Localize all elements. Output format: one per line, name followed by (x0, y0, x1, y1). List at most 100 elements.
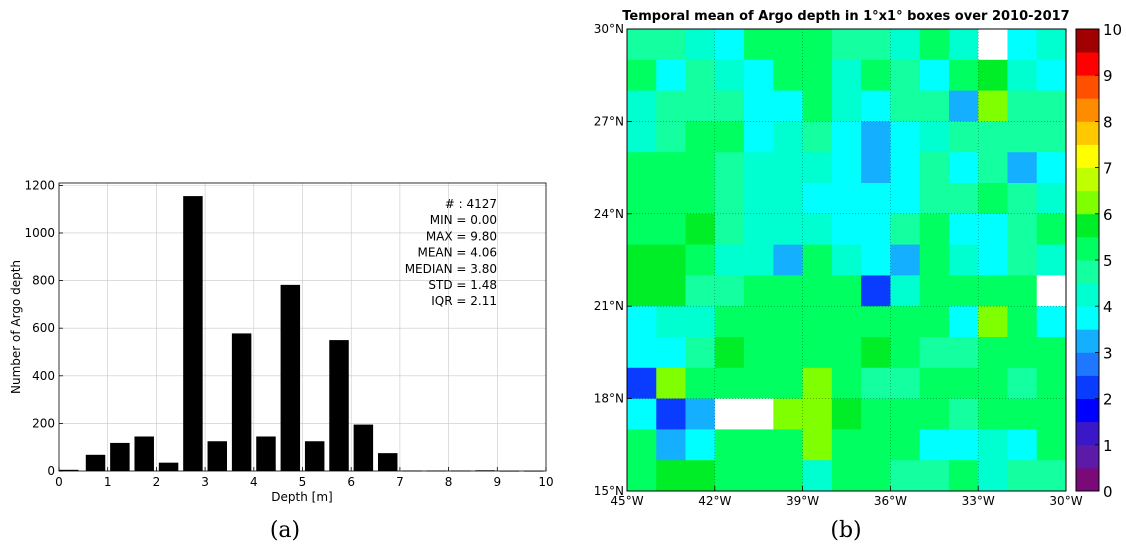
heatmap-cell (773, 29, 803, 61)
heatmap-cells (627, 29, 1067, 492)
heatmap-cell (1007, 337, 1038, 369)
heatmap-cell (685, 367, 716, 399)
histogram-bar (59, 469, 79, 471)
heatmap-cell (1007, 152, 1038, 184)
histogram-y-tick-label: 200 (32, 416, 55, 430)
heatmap-cell (1036, 429, 1067, 461)
heatmap-cell (1036, 90, 1067, 122)
heatmap-cell (656, 29, 686, 61)
heatmap-lon-tick-label: 36°W (874, 494, 907, 508)
heatmap-cell (831, 367, 862, 399)
heatmap-cell (773, 429, 803, 461)
heatmap-cell (773, 121, 803, 153)
colorbar-segment (1076, 236, 1099, 261)
heatmap-cell (1036, 398, 1067, 430)
heatmap-cell (656, 337, 686, 369)
heatmap-cell (1036, 121, 1067, 153)
heatmap-cell (773, 90, 803, 122)
heatmap-cell (744, 337, 774, 369)
heatmap-lon-tick-label: 45°W (610, 494, 643, 508)
heatmap-cell (890, 275, 921, 307)
heatmap-cell (685, 90, 716, 122)
heatmap-cell (802, 121, 833, 153)
heatmap-cell (978, 121, 1008, 153)
heatmap-cell (685, 337, 716, 369)
heatmap-cell (656, 152, 686, 184)
heatmap-cell (1036, 213, 1067, 245)
histogram-x-tick-label: 2 (153, 475, 161, 489)
heatmap-cell (656, 90, 686, 122)
heatmap-cell (744, 398, 774, 430)
heatmap-cell (714, 213, 745, 245)
heatmap-cell (685, 398, 716, 430)
heatmap-cell (861, 306, 891, 338)
colorbar-segment (1076, 52, 1099, 76)
colorbar-segment (1076, 444, 1099, 469)
heatmap-cell (685, 121, 716, 153)
heatmap-cell (978, 59, 1008, 91)
colorbar-tick-label: 7 (1103, 160, 1113, 178)
colorbar-tick-label: 9 (1103, 67, 1113, 85)
heatmap-cell (919, 367, 950, 399)
heatmap-cell (831, 460, 862, 492)
heatmap-cell (831, 398, 862, 430)
heatmap-cell (627, 367, 657, 399)
heatmap-cell (714, 337, 745, 369)
histogram-grid (59, 183, 546, 471)
heatmap-cell (773, 460, 803, 492)
histogram-bar (134, 436, 154, 471)
heatmap-cell (714, 152, 745, 184)
heatmap-cell (978, 213, 1008, 245)
heatmap-cell (919, 337, 950, 369)
histogram-stat-line: MAX = 9.80 (426, 229, 497, 243)
heatmap-cell (861, 121, 891, 153)
heatmap-cell (890, 152, 921, 184)
heatmap-cell (948, 59, 979, 91)
heatmap-cell (861, 460, 891, 492)
histogram-stat-line: IQR = 2.11 (431, 294, 497, 308)
heatmap-cell (685, 244, 716, 276)
colorbar-tick-label: 10 (1103, 21, 1122, 39)
heatmap-cell (714, 398, 745, 430)
heatmap-cell (948, 460, 979, 492)
histogram-stat-line: MIN = 0.00 (430, 213, 497, 227)
heatmap-cell (714, 59, 745, 91)
colorbar-segment (1076, 375, 1099, 399)
heatmap-cell (831, 244, 862, 276)
heatmap-cell (978, 337, 1008, 369)
panel-b-caption: (b) (830, 518, 862, 543)
heatmap-cell (773, 275, 803, 307)
heatmap-cell (627, 398, 657, 430)
heatmap-lon-tick-label: 33°W (962, 494, 995, 508)
heatmap-cell (1036, 275, 1067, 307)
heatmap-cell (978, 183, 1008, 215)
colorbar-tick-label: 0 (1103, 483, 1113, 501)
heatmap-cell (714, 429, 745, 461)
heatmap-cell (685, 183, 716, 215)
heatmap-cell (890, 183, 921, 215)
histogram-stat-line: MEDIAN = 3.80 (405, 262, 497, 276)
heatmap-cell (627, 59, 657, 91)
colorbar-segment (1076, 306, 1099, 330)
histogram-bar (256, 436, 276, 471)
histogram-stat-line: # : 4127 (445, 197, 497, 211)
histogram-x-tick-label: 9 (493, 475, 501, 489)
heatmap-cell (919, 29, 950, 61)
heatmap-cell (978, 460, 1008, 492)
histogram-x-tick-label: 1 (104, 475, 112, 489)
heatmap-cell (1007, 59, 1038, 91)
heatmap-cell (1007, 29, 1038, 61)
heatmap-cell (773, 59, 803, 91)
heatmap-cell (744, 367, 774, 399)
heatmap-lon-ticks: 45°W 42°W 39°W 36°W 33°W 30°W (610, 486, 1083, 508)
heatmap-cell (802, 275, 833, 307)
histogram-bars (59, 196, 544, 472)
heatmap-lat-tick-label: 30°N (594, 22, 624, 36)
heatmap-cell (978, 275, 1008, 307)
histogram-x-tick-label: 6 (347, 475, 355, 489)
heatmap-cell (627, 460, 657, 492)
histogram-x-tick-label: 5 (299, 475, 307, 489)
colorbar-tick-label: 4 (1103, 298, 1113, 316)
heatmap-cell (861, 398, 891, 430)
heatmap-cell (919, 183, 950, 215)
